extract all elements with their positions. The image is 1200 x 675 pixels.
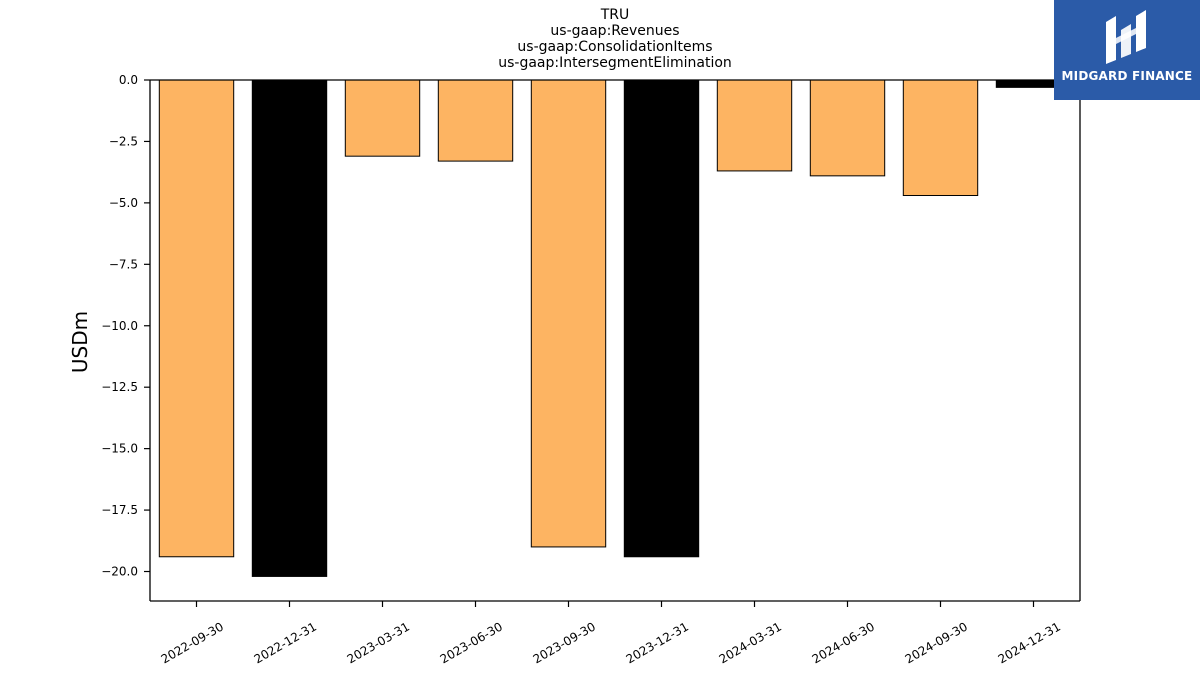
x-tick-label: 2022-09-30 [159,619,226,666]
y-tick-label: −2.5 [109,134,138,148]
y-tick-label: −7.5 [109,257,138,271]
bar-2022-12-31 [251,79,328,577]
x-ticks-group: 2022-09-30 2022-12-31 2023-03-31 2023-06-30… [159,601,1063,666]
x-tick-label: 2024-09-30 [903,619,970,666]
y-tick-label: 0.0 [119,73,138,87]
x-tick-label: 2024-12-31 [996,619,1063,666]
bar-2024-06-30 [809,79,886,177]
y-ticks-group: 0.0 −2.5 −5.0 −7.5 −10.0 −12.5 −15.0 −17.5 −20.0 [101,73,150,579]
bar-2024-03-31 [716,79,793,172]
title-line-ticker: TRU [600,7,630,23]
bar-2023-03-31 [344,79,421,157]
x-tick-label: 2023-06-30 [438,619,505,666]
x-tick-label: 2023-12-31 [624,619,691,666]
x-tick-label: 2024-06-30 [810,619,877,666]
x-tick-label: 2023-03-31 [345,619,412,666]
y-tick-label: −10.0 [101,319,138,333]
midgard-logo-icon [1106,10,1146,64]
y-tick-label: −5.0 [109,196,138,210]
y-tick-label: −20.0 [101,565,138,579]
y-tick-label: −15.0 [101,442,138,456]
x-tick-label: 2022-12-31 [252,619,319,666]
axes-group [149,79,1081,602]
bar-2023-12-31 [623,79,700,558]
bars-group [158,79,1072,577]
x-tick-label: 2023-09-30 [531,619,598,666]
x-tick-label: 2024-03-31 [717,619,784,666]
y-tick-label: −12.5 [101,380,138,394]
bar-2023-06-30 [437,79,514,162]
y-tick-label: −17.5 [101,503,138,517]
bar-2023-09-30 [530,79,607,548]
title-line-member: us-gaap:IntersegmentElimination [498,55,732,71]
y-axis-label: USDm [68,311,92,373]
logo-text: MIDGARD FINANCE [1061,69,1193,83]
title-line-concept: us-gaap:Revenues [550,23,680,39]
bar-2022-09-30 [158,79,235,558]
bar-2024-09-30 [902,79,979,197]
title-line-axis: us-gaap:ConsolidationItems [517,39,713,55]
midgard-finance-logo: MIDGARD FINANCE [1054,0,1200,100]
